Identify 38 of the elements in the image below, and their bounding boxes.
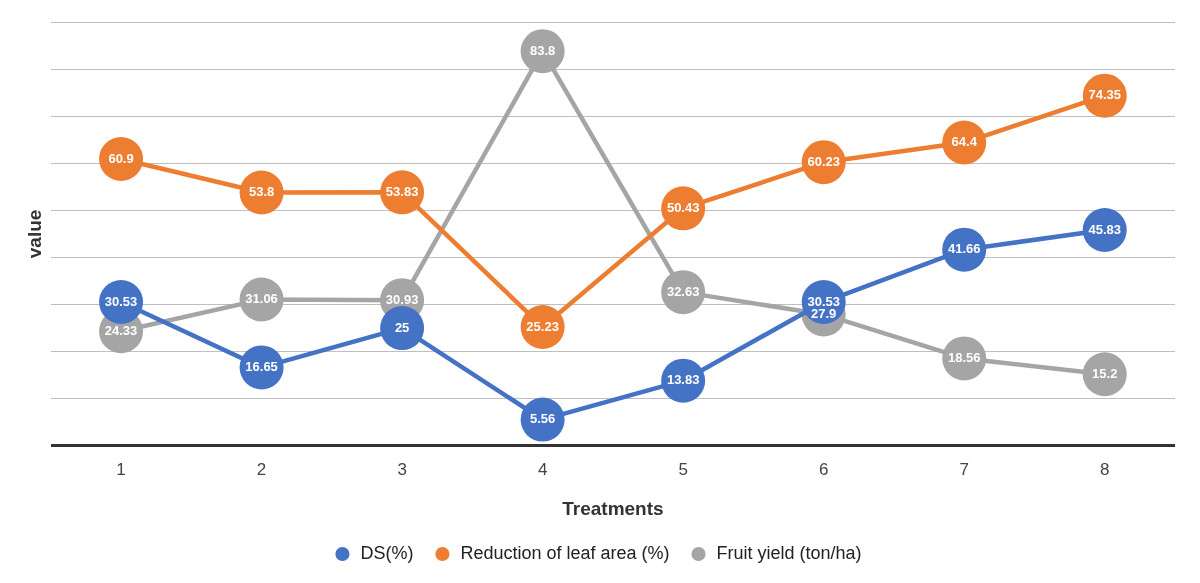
data-label: 16.65 bbox=[245, 358, 278, 374]
data-label: 18.56 bbox=[947, 349, 981, 365]
x-tick-label: 8 bbox=[1100, 459, 1110, 479]
data-label: 24.33 bbox=[104, 322, 138, 338]
data-label: 53.8 bbox=[248, 184, 275, 200]
data-label: 50.43 bbox=[666, 199, 700, 215]
data-label: 83.8 bbox=[529, 42, 556, 58]
data-label: 41.66 bbox=[947, 241, 981, 257]
data-label: 45.83 bbox=[1088, 221, 1122, 237]
legend-label: Reduction of leaf area (%) bbox=[460, 542, 670, 563]
x-tick-label: 4 bbox=[537, 459, 548, 479]
x-tick-label: 3 bbox=[397, 459, 407, 479]
point bbox=[380, 306, 425, 351]
data-label: 53.83 bbox=[385, 183, 419, 199]
data-label: 74.35 bbox=[1088, 87, 1122, 103]
x-tick-label: 7 bbox=[959, 459, 969, 479]
data-label: 30.93 bbox=[385, 291, 419, 307]
data-label: 30.53 bbox=[104, 293, 138, 309]
legend-label: Fruit yield (ton/ha) bbox=[716, 542, 862, 563]
data-label: 31.06 bbox=[245, 291, 278, 307]
data-label: 64.4 bbox=[951, 134, 978, 150]
data-label: 30.53 bbox=[807, 293, 840, 309]
data-label: 27.9 bbox=[811, 306, 837, 321]
x-tick-label: 1 bbox=[116, 459, 126, 479]
data-label: 5.56 bbox=[529, 411, 556, 427]
data-label: 60.23 bbox=[807, 153, 840, 169]
x-tick-label: 6 bbox=[818, 459, 829, 479]
x-tick-label: 5 bbox=[678, 459, 688, 479]
x-tick-label: 2 bbox=[256, 459, 267, 479]
y-axis-title: value bbox=[23, 209, 45, 259]
data-label: 32.63 bbox=[666, 283, 700, 299]
x-axis-title: Treatments bbox=[562, 497, 664, 519]
data-label: 15.2 bbox=[1092, 365, 1118, 381]
legend-label: DS(%) bbox=[360, 542, 414, 563]
data-label: 13.83 bbox=[666, 372, 700, 388]
data-label: 60.9 bbox=[108, 150, 134, 166]
data-label: 25.23 bbox=[526, 318, 559, 334]
data-label: 25 bbox=[394, 319, 410, 335]
